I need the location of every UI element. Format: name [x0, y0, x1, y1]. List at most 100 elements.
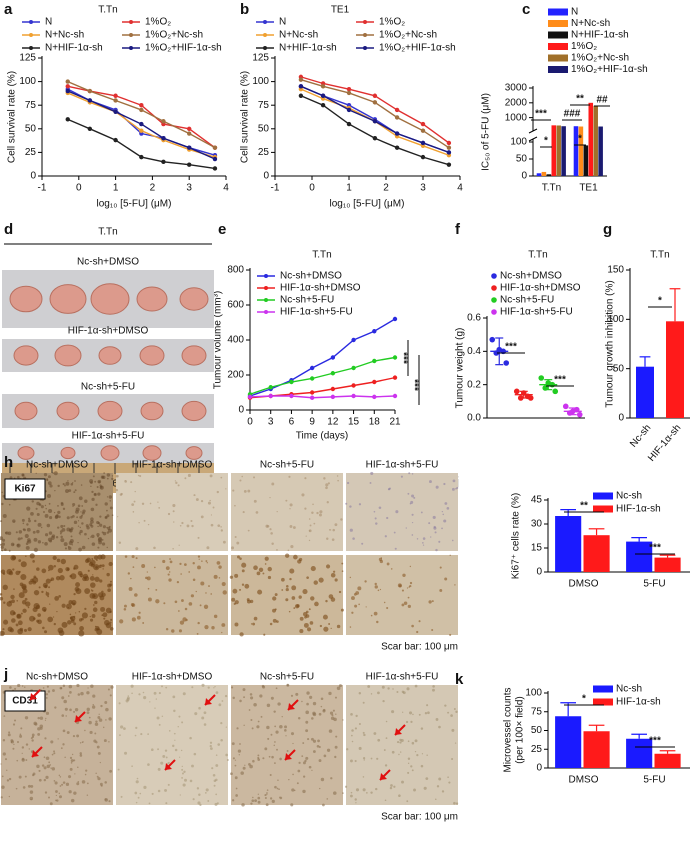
ruler-number: 6 — [112, 479, 118, 490]
texture — [232, 757, 235, 760]
texture — [389, 487, 391, 490]
texture — [120, 795, 123, 798]
texture — [99, 523, 103, 527]
texture — [76, 734, 80, 738]
chart-title: TE1 — [331, 5, 350, 16]
texture — [21, 758, 25, 762]
texture — [70, 535, 73, 538]
texture — [384, 764, 388, 767]
texture — [332, 570, 336, 573]
texture — [262, 685, 266, 689]
texture — [294, 604, 300, 609]
texture — [79, 534, 81, 536]
texture — [48, 531, 53, 535]
texture — [77, 693, 81, 696]
data-point — [372, 394, 377, 400]
texture — [221, 700, 224, 702]
bar — [546, 174, 552, 176]
texture — [449, 633, 452, 636]
texture — [201, 560, 203, 562]
significance-label: ## — [596, 95, 608, 106]
texture — [295, 692, 299, 696]
texture — [171, 629, 175, 633]
texture — [41, 568, 47, 574]
texture — [109, 610, 112, 614]
micrograph — [346, 555, 458, 635]
texture — [143, 519, 146, 522]
texture — [273, 744, 275, 747]
texture — [409, 584, 412, 588]
texture — [426, 704, 429, 707]
texture — [118, 541, 122, 544]
texture — [391, 710, 395, 714]
legend-swatch — [263, 46, 267, 50]
tumour — [56, 401, 80, 421]
significance-label: ** — [580, 501, 588, 512]
texture — [250, 719, 253, 722]
texture — [163, 602, 166, 605]
texture — [109, 626, 114, 631]
legend-swatch — [363, 46, 367, 50]
texture — [288, 778, 290, 781]
texture — [438, 777, 442, 781]
texture — [99, 761, 101, 764]
texture — [181, 721, 184, 724]
texture — [157, 789, 161, 793]
texture — [2, 628, 5, 631]
texture — [32, 607, 38, 613]
texture — [385, 737, 388, 739]
texture — [0, 545, 4, 549]
texture — [81, 612, 89, 619]
texture — [109, 500, 111, 502]
texture — [272, 618, 277, 623]
texture — [270, 733, 273, 736]
texture — [181, 768, 184, 771]
texture — [351, 729, 354, 732]
texture — [164, 749, 168, 752]
texture — [186, 524, 190, 528]
series-line — [249, 318, 396, 397]
texture — [181, 777, 183, 779]
texture — [244, 764, 246, 766]
data-point — [392, 393, 398, 399]
micrograph — [346, 473, 458, 551]
x-tick-label: 15 — [348, 417, 360, 428]
x-axis-label: Time (days) — [296, 431, 348, 442]
texture — [71, 482, 74, 484]
texture — [184, 563, 187, 566]
texture — [418, 620, 421, 623]
texture — [73, 593, 76, 596]
texture — [132, 566, 135, 569]
texture — [57, 526, 60, 529]
x-tick-label: 6 — [289, 417, 295, 428]
texture — [365, 606, 367, 608]
texture — [309, 621, 314, 625]
texture — [413, 788, 416, 792]
texture — [4, 548, 7, 552]
texture — [237, 749, 242, 753]
texture — [442, 513, 445, 516]
arrow-head — [205, 698, 212, 705]
texture — [298, 557, 303, 562]
data-point — [139, 128, 144, 133]
panel-label: d — [4, 221, 13, 238]
y-axis-label: Cell survival rate (%) — [7, 71, 18, 163]
texture — [239, 699, 242, 703]
texture — [234, 622, 239, 627]
data-point — [309, 376, 315, 381]
texture — [284, 725, 288, 729]
texture — [330, 627, 332, 630]
texture — [45, 578, 51, 584]
x-tick-label: 4 — [223, 183, 229, 194]
texture — [54, 490, 56, 492]
texture — [24, 716, 29, 720]
texture — [0, 543, 3, 546]
texture — [291, 596, 296, 600]
texture — [230, 772, 233, 776]
y-tick-label: 3000 — [505, 83, 528, 94]
texture — [119, 619, 124, 624]
bar — [541, 171, 547, 176]
texture — [276, 620, 279, 623]
texture — [36, 577, 38, 579]
texture — [69, 528, 72, 531]
